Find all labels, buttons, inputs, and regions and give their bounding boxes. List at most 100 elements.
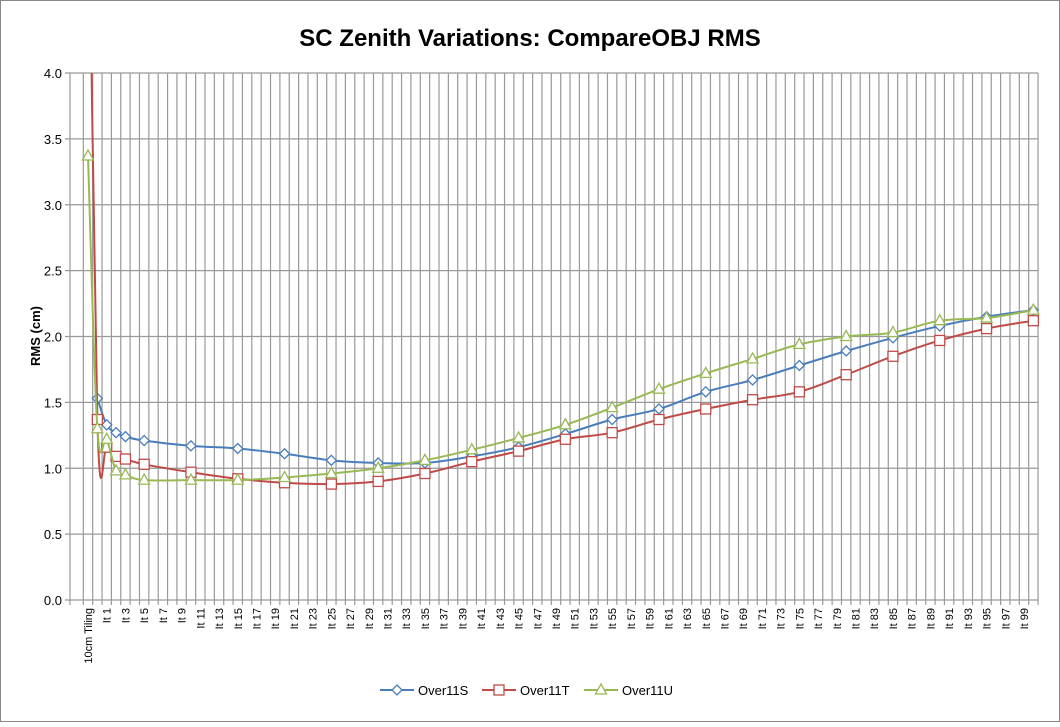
data-point-square bbox=[1027, 315, 1040, 327]
x-tick-label: It 7 bbox=[158, 608, 170, 623]
data-point-diamond bbox=[699, 385, 712, 398]
data-point-diamond bbox=[278, 447, 291, 460]
x-tick-label: It 41 bbox=[476, 608, 488, 629]
x-tick-label: It 9 bbox=[177, 608, 189, 623]
x-tick-label: It 19 bbox=[270, 608, 282, 629]
data-point-triangle bbox=[277, 470, 292, 483]
data-point-triangle bbox=[81, 148, 95, 161]
data-point-diamond bbox=[793, 359, 806, 372]
data-point-square bbox=[325, 478, 338, 490]
x-tick-label: It 87 bbox=[907, 608, 919, 629]
x-tick-label: 10cm Tiling bbox=[83, 608, 95, 664]
data-point-triangle bbox=[465, 442, 479, 455]
data-point-triangle bbox=[886, 325, 900, 338]
data-point-triangle bbox=[558, 417, 572, 430]
data-point-triangle bbox=[184, 472, 198, 485]
data-point-square bbox=[653, 413, 665, 426]
x-tick-label: It 31 bbox=[383, 608, 395, 629]
legend-label: Over11U bbox=[622, 683, 673, 698]
data-point-triangle bbox=[792, 337, 806, 350]
x-tick-label: It 43 bbox=[495, 608, 507, 629]
x-tick-label: It 79 bbox=[832, 608, 844, 629]
data-point-diamond bbox=[110, 426, 122, 439]
data-point-triangle bbox=[511, 430, 526, 443]
data-point-diamond bbox=[138, 434, 151, 447]
data-point-square bbox=[512, 445, 525, 457]
data-point-triangle bbox=[1026, 302, 1040, 315]
y-tick-label: 4.0 bbox=[44, 66, 62, 81]
x-tick-label: It 45 bbox=[514, 608, 526, 629]
x-tick-label: It 95 bbox=[982, 608, 994, 629]
data-point-triangle bbox=[371, 460, 385, 473]
data-point-square bbox=[419, 467, 431, 480]
y-tick-label: 2.0 bbox=[44, 330, 62, 345]
legend-label: Over11S bbox=[418, 683, 469, 698]
x-tick-label: It 85 bbox=[888, 608, 900, 629]
data-point-square bbox=[934, 334, 946, 347]
x-tick-label: It 3 bbox=[120, 608, 132, 623]
x-tick-label: It 39 bbox=[457, 608, 469, 629]
chart-title: SC Zenith Variations: CompareOBJ RMS bbox=[299, 25, 760, 52]
data-point-square bbox=[980, 322, 993, 335]
data-point-triangle bbox=[100, 431, 114, 444]
data-point-triangle bbox=[839, 329, 853, 342]
x-tick-label: It 33 bbox=[401, 608, 413, 629]
x-tick-label: It 15 bbox=[233, 608, 245, 629]
data-point-square bbox=[466, 456, 478, 468]
data-point-diamond bbox=[391, 684, 403, 696]
gridlines bbox=[65, 72, 1039, 605]
x-tick-label: It 37 bbox=[439, 608, 451, 629]
x-tick-label: It 89 bbox=[925, 608, 937, 629]
data-point-triangle bbox=[90, 421, 104, 434]
x-tick-label: It 27 bbox=[345, 608, 357, 629]
y-tick-label: 1.5 bbox=[44, 395, 62, 410]
x-tick-label: It 25 bbox=[326, 608, 338, 629]
data-point-triangle bbox=[605, 400, 619, 413]
data-point-square bbox=[887, 350, 899, 362]
data-point-square bbox=[793, 386, 806, 398]
legend: Over11S Over11T Over11U bbox=[380, 682, 673, 698]
x-tick-label: It 93 bbox=[963, 608, 975, 629]
data-point-triangle bbox=[118, 467, 133, 480]
x-tick-label: It 61 bbox=[663, 608, 675, 629]
x-tick-label: It 99 bbox=[1019, 608, 1031, 629]
data-point-diamond bbox=[100, 418, 113, 431]
legend-item-over11s: Over11S bbox=[380, 683, 469, 698]
x-tick-label: It 97 bbox=[1000, 608, 1012, 629]
y-tick-labels: 0.0 0.5 1.0 1.5 2.0 2.5 3.0 3.5 4.0 bbox=[44, 66, 62, 608]
data-point-diamond bbox=[606, 413, 619, 426]
data-point-square bbox=[559, 433, 572, 445]
y-tick-label: 2.5 bbox=[44, 264, 62, 279]
x-tick-label: It 59 bbox=[645, 608, 657, 629]
x-tick-label: It 77 bbox=[813, 608, 825, 629]
x-tick-label: It 65 bbox=[701, 608, 713, 629]
data-point-triangle bbox=[745, 351, 760, 364]
data-point-diamond bbox=[840, 345, 853, 357]
data-point-diamond bbox=[325, 454, 338, 467]
data-point-triangle bbox=[418, 452, 432, 465]
x-tick-label: It 23 bbox=[308, 608, 320, 629]
data-point-triangle bbox=[699, 366, 713, 379]
y-tick-label: 3.0 bbox=[44, 198, 62, 213]
data-point-square bbox=[840, 369, 852, 381]
x-tick-label: It 91 bbox=[944, 608, 956, 629]
x-tick-label: It 5 bbox=[139, 608, 151, 623]
x-tick-label: It 81 bbox=[851, 608, 863, 629]
data-point-square bbox=[746, 394, 759, 406]
x-tick-label: It 13 bbox=[214, 608, 226, 629]
data-point-triangle bbox=[652, 381, 666, 394]
x-tick-label: It 47 bbox=[532, 608, 544, 629]
x-tick-label: It 17 bbox=[251, 608, 263, 629]
series-over11u bbox=[81, 148, 1040, 485]
x-tick-label: It 73 bbox=[776, 608, 788, 629]
x-tick-label: It 11 bbox=[195, 608, 207, 629]
data-point-triangle bbox=[594, 682, 608, 695]
data-point-diamond bbox=[119, 430, 132, 443]
data-point-square bbox=[700, 403, 712, 415]
data-point-square bbox=[372, 475, 384, 488]
data-point-square bbox=[119, 453, 132, 465]
data-point-triangle bbox=[933, 313, 947, 326]
x-tick-label: It 35 bbox=[420, 608, 432, 629]
x-tick-label: It 69 bbox=[738, 608, 750, 629]
